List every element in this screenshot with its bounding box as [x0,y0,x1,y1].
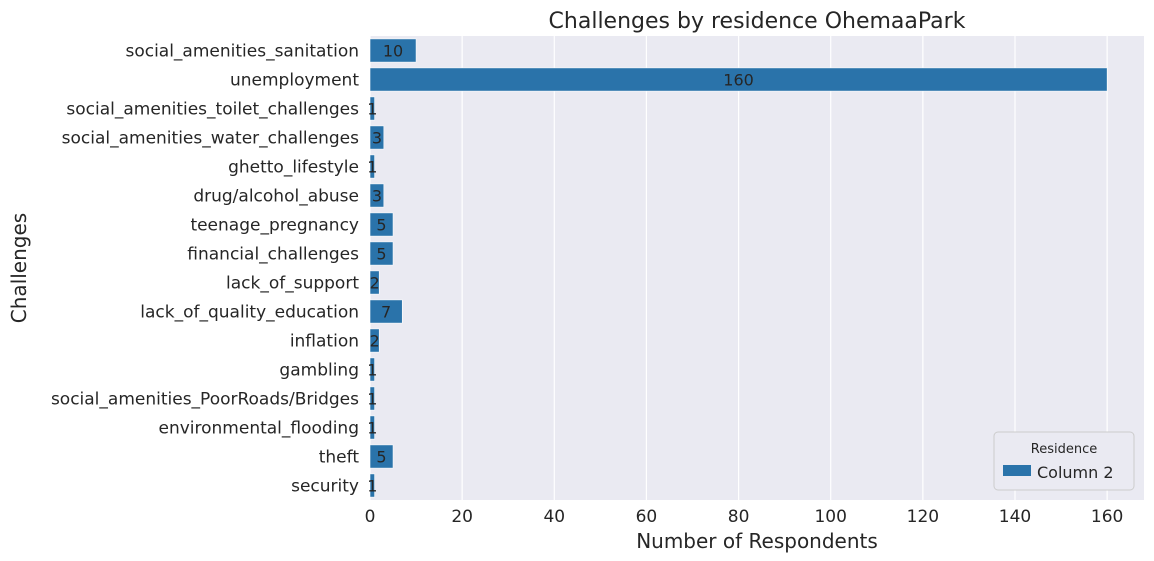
y-tick-labels: social_amenities_sanitation unemployment s… [51,42,359,497]
x-tick-label: 40 [543,507,565,527]
y-tick-label: social_amenities_water_challenges [62,129,360,149]
bar-value-label: 5 [376,448,386,467]
x-tick-label: 100 [814,507,846,527]
legend: Residence Column 2 [993,431,1135,491]
x-axis-label: Number of Respondents [636,529,878,553]
bars [369,38,1108,498]
x-tick-label: 20 [451,507,473,527]
bar-value-label: 5 [376,216,386,235]
bar-value-label: 1 [367,361,377,380]
y-tick-label: inflation [290,332,359,352]
x-tick-label: 160 [1091,507,1123,527]
bar [369,328,380,353]
bar [369,357,375,382]
bar-value-label: 1 [367,419,377,438]
bar [369,38,417,63]
legend-title: Residence [1031,442,1097,457]
x-tick-label: 120 [907,507,939,527]
y-tick-label: lack_of_quality_education [140,303,359,323]
bar-value-label: 1 [367,158,377,177]
y-tick-label: social_amenities_sanitation [125,42,359,62]
bar [369,270,380,295]
bar [369,473,375,498]
y-tick-label: lack_of_support [226,274,359,294]
bar-value-label: 160 [723,71,754,90]
x-tick-label: 140 [999,507,1031,527]
bar-value-label: 2 [370,274,380,293]
x-tick-label: 80 [728,507,750,527]
plot-area [370,36,1144,500]
legend-entry-label: Column 2 [1037,463,1114,482]
bar-value-label: 3 [372,129,382,148]
y-tick-label: ghetto_lifestyle [228,158,359,178]
bar-value-label: 1 [367,100,377,119]
x-tick-label: 60 [636,507,658,527]
bar-value-label: 3 [372,187,382,206]
y-tick-label: unemployment [230,71,359,91]
bar [369,415,375,440]
y-tick-label: environmental_flooding [159,419,360,439]
legend-swatch [1003,465,1031,476]
y-tick-label: financial_challenges [187,245,359,265]
bar [369,386,375,411]
y-tick-label: gambling [279,361,359,381]
bar-value-label: 10 [383,42,403,61]
bar-labels: 10 160 1 3 1 3 5 5 272 1 1 1 5 1 [367,42,754,496]
y-tick-label: theft [319,448,360,468]
bar [369,241,394,266]
bar [369,125,385,150]
bar [369,96,375,121]
y-tick-label: social_amenities_toilet_challenges [66,100,359,120]
y-tick-label: teenage_pregnancy [190,216,359,236]
bar [369,212,394,237]
bar-value-label: 1 [367,390,377,409]
bar-value-label: 5 [376,245,386,264]
bar-value-label: 1 [367,477,377,496]
bar-value-label: 7 [381,303,391,322]
bar [369,67,1108,92]
y-tick-label: social_amenities_PoorRoads/Bridges [51,390,359,410]
y-tick-label: drug/alcohol_abuse [193,187,359,207]
bar [369,444,394,469]
bar [369,183,385,208]
grid-lines [369,36,1108,500]
bar [369,299,403,324]
bar [369,154,375,179]
x-tick-label: 0 [365,507,376,527]
y-axis-label: Challenges [7,213,31,323]
x-tick-labels: 0 20 40 60 80 100 120 140 160 [365,507,1124,527]
y-tick-label: security [291,477,359,497]
bar-value-label: 2 [370,332,380,351]
chart-title: Challenges by residence OhemaaPark [549,9,966,34]
